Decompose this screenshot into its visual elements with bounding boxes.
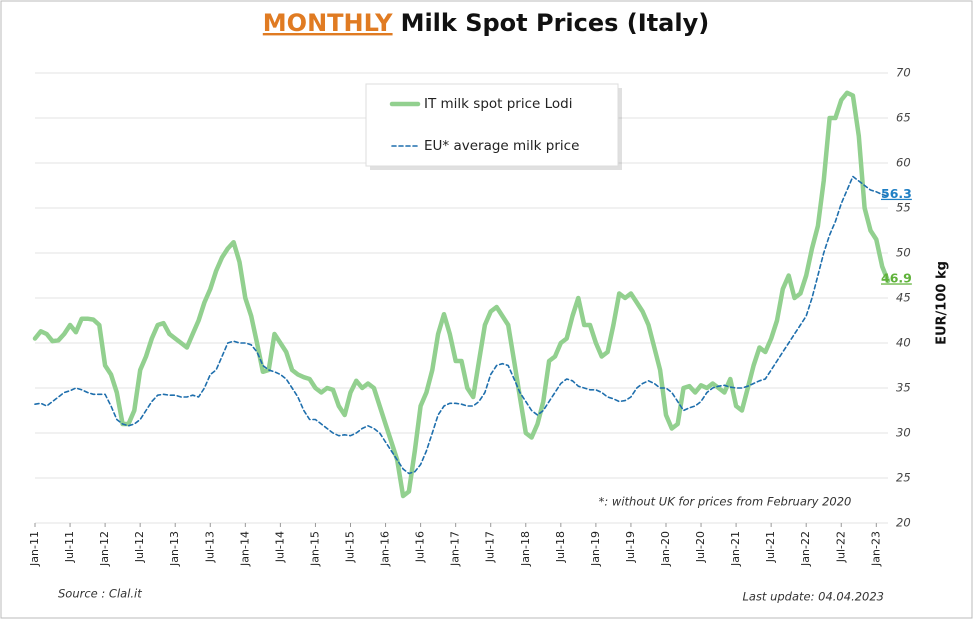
x-tick-label: Jan-17 xyxy=(449,531,462,567)
x-tick-label: Jan-16 xyxy=(379,531,392,567)
x-tick-label: Jul-20 xyxy=(694,531,707,563)
x-tick-label: Jan-20 xyxy=(659,531,672,567)
legend-label: EU* average milk price xyxy=(424,138,579,154)
y-tick-label: 30 xyxy=(896,426,911,440)
y-tick-label: 50 xyxy=(896,246,911,260)
source: Source : Clal.it xyxy=(58,587,142,601)
legend-box xyxy=(365,83,619,167)
x-tick-label: Jul-21 xyxy=(764,531,777,563)
y-tick-label: 40 xyxy=(896,336,911,350)
y-tick-label: 25 xyxy=(896,471,911,485)
legend xyxy=(365,83,622,170)
chart-title-group: MONTHLY Milk Spot Prices (Italy) xyxy=(263,9,709,37)
x-tick-label: Jan-15 xyxy=(308,531,321,567)
x-tick-label: Jul-11 xyxy=(63,531,76,563)
x-tick-label: Jan-22 xyxy=(799,531,812,567)
chart-title-highlight: MONTHLY xyxy=(263,9,393,37)
x-tick-label: Jul-14 xyxy=(273,531,286,563)
x-tick-label: Jul-15 xyxy=(343,531,356,563)
x-tick-label: Jan-11 xyxy=(28,531,41,567)
chart-title: Milk Spot Prices (Italy) xyxy=(401,9,710,37)
x-tick-label: Jul-22 xyxy=(834,531,847,563)
y-tick-label: 55 xyxy=(896,201,911,215)
x-tick-label: Jan-18 xyxy=(519,531,532,567)
x-tick-label: Jan-14 xyxy=(238,531,251,567)
legend-label: IT milk spot price Lodi xyxy=(424,96,572,112)
x-tick-label: Jul-18 xyxy=(554,531,567,563)
x-tick-label: Jan-12 xyxy=(98,531,111,567)
y-tick-label: 20 xyxy=(896,516,911,530)
y-tick-label: 60 xyxy=(896,156,911,170)
x-tick-label: Jul-13 xyxy=(203,531,216,563)
y-tick-label: 65 xyxy=(896,111,911,125)
y-tick-label: 35 xyxy=(896,381,911,395)
end-value-label: 46.9 xyxy=(881,270,912,285)
x-tick-label: Jul-17 xyxy=(484,531,497,563)
last-update: Last update: 04.04.2023 xyxy=(742,590,884,604)
x-tick-label: Jul-12 xyxy=(133,531,146,563)
series-line xyxy=(32,90,891,499)
end-value-label: 56.3 xyxy=(881,186,912,201)
x-tick-label: Jan-23 xyxy=(869,531,882,567)
y-tick-label: 45 xyxy=(896,291,911,305)
x-tick-label: Jan-21 xyxy=(729,531,742,567)
y-tick-label: 70 xyxy=(896,66,911,80)
series-line xyxy=(34,175,889,475)
x-tick-label: Jul-16 xyxy=(414,531,427,563)
x-tick-label: Jan-13 xyxy=(168,531,181,567)
x-tick-label: Jan-19 xyxy=(589,531,602,567)
x-tick-label: Jul-19 xyxy=(624,531,637,563)
footnote: *: without UK for prices from February 2… xyxy=(599,495,852,509)
y-axis-label: EUR/100 kg xyxy=(935,261,950,345)
